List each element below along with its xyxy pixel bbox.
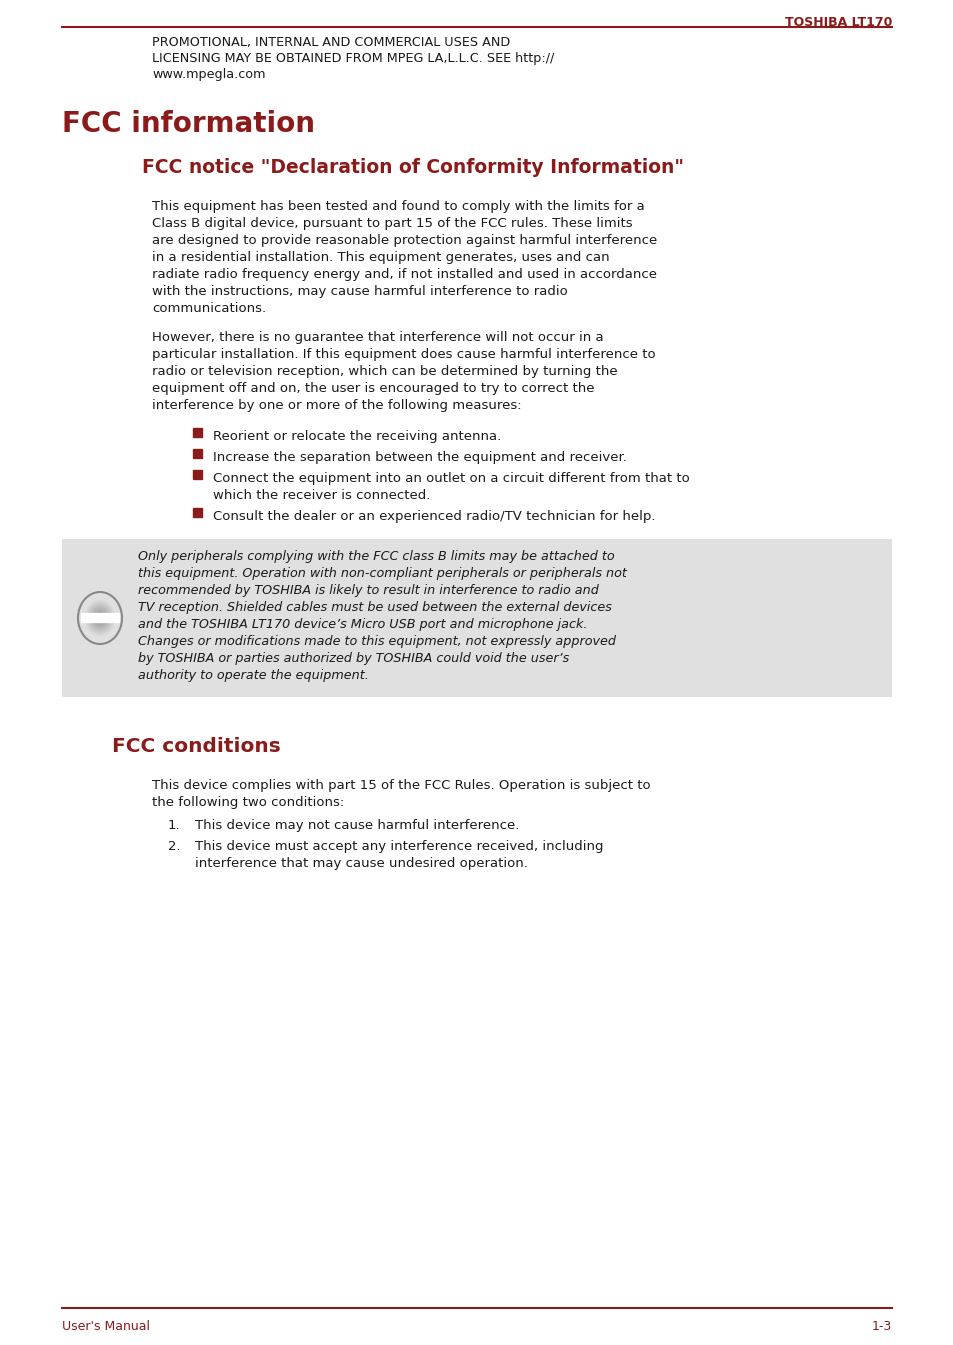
Text: Increase the separation between the equipment and receiver.: Increase the separation between the equi… [213, 451, 626, 464]
Ellipse shape [85, 601, 114, 635]
Ellipse shape [87, 603, 113, 633]
Text: 2.: 2. [168, 841, 180, 853]
Ellipse shape [97, 615, 103, 621]
Text: This equipment has been tested and found to comply with the limits for a: This equipment has been tested and found… [152, 200, 644, 213]
Text: are designed to provide reasonable protection against harmful interference: are designed to provide reasonable prote… [152, 234, 657, 247]
Ellipse shape [84, 599, 116, 638]
Text: www.mpegla.com: www.mpegla.com [152, 69, 265, 81]
Ellipse shape [79, 593, 120, 643]
Text: This device must accept any interference received, including: This device must accept any interference… [194, 841, 603, 853]
Ellipse shape [82, 597, 117, 639]
Text: the following two conditions:: the following two conditions: [152, 796, 344, 808]
Text: However, there is no guarantee that interference will not occur in a: However, there is no guarantee that inte… [152, 331, 603, 344]
Text: radiate radio frequency energy and, if not installed and used in accordance: radiate radio frequency energy and, if n… [152, 268, 657, 281]
Text: FCC information: FCC information [62, 110, 314, 139]
Text: particular installation. If this equipment does cause harmful interference to: particular installation. If this equipme… [152, 348, 655, 360]
Text: in a residential installation. This equipment generates, uses and can: in a residential installation. This equi… [152, 252, 609, 264]
Text: radio or television reception, which can be determined by turning the: radio or television reception, which can… [152, 364, 617, 378]
Text: and the TOSHIBA LT170 device’s Micro USB port and microphone jack.: and the TOSHIBA LT170 device’s Micro USB… [138, 617, 587, 631]
Ellipse shape [78, 592, 122, 644]
Text: PROMOTIONAL, INTERNAL AND COMMERCIAL USES AND: PROMOTIONAL, INTERNAL AND COMMERCIAL USE… [152, 36, 510, 48]
Text: Changes or modifications made to this equipment, not expressly approved: Changes or modifications made to this eq… [138, 635, 616, 648]
Ellipse shape [89, 604, 112, 632]
Text: by TOSHIBA or parties authorized by TOSHIBA could void the user’s: by TOSHIBA or parties authorized by TOSH… [138, 652, 569, 664]
Bar [193, 428, 202, 437]
FancyBboxPatch shape [62, 539, 891, 697]
Text: Class B digital device, pursuant to part 15 of the FCC rules. These limits: Class B digital device, pursuant to part… [152, 217, 632, 230]
Ellipse shape [92, 609, 108, 627]
Text: which the receiver is connected.: which the receiver is connected. [213, 490, 430, 502]
Text: TOSHIBA LT170: TOSHIBA LT170 [783, 16, 891, 30]
Ellipse shape [94, 611, 106, 625]
Ellipse shape [91, 608, 109, 628]
Text: Only peripherals complying with the FCC class B limits may be attached to: Only peripherals complying with the FCC … [138, 550, 614, 564]
Text: authority to operate the equipment.: authority to operate the equipment. [138, 668, 369, 682]
Text: this equipment. Operation with non-compliant peripherals or peripherals not: this equipment. Operation with non-compl… [138, 568, 626, 580]
Text: interference by one or more of the following measures:: interference by one or more of the follo… [152, 399, 521, 412]
Text: Connect the equipment into an outlet on a circuit different from that to: Connect the equipment into an outlet on … [213, 472, 689, 486]
Text: FCC notice "Declaration of Conformity Information": FCC notice "Declaration of Conformity In… [142, 157, 683, 178]
Ellipse shape [98, 616, 101, 620]
Text: interference that may cause undesired operation.: interference that may cause undesired op… [194, 857, 527, 870]
Text: Reorient or relocate the receiving antenna.: Reorient or relocate the receiving anten… [213, 430, 500, 443]
Text: with the instructions, may cause harmful interference to radio: with the instructions, may cause harmful… [152, 285, 567, 299]
Bar [193, 508, 202, 516]
Bar [193, 449, 202, 459]
Bar [81, 613, 119, 621]
Bar [193, 469, 202, 479]
Text: FCC conditions: FCC conditions [112, 737, 280, 756]
Ellipse shape [81, 596, 119, 640]
Text: This device may not cause harmful interference.: This device may not cause harmful interf… [194, 819, 518, 833]
Text: communications.: communications. [152, 303, 266, 315]
Text: TV reception. Shielded cables must be used between the external devices: TV reception. Shielded cables must be us… [138, 601, 611, 615]
Text: 1-3: 1-3 [871, 1319, 891, 1333]
Text: This device complies with part 15 of the FCC Rules. Operation is subject to: This device complies with part 15 of the… [152, 779, 650, 792]
Ellipse shape [90, 605, 111, 631]
Text: 1.: 1. [168, 819, 180, 833]
Text: recommended by TOSHIBA is likely to result in interference to radio and: recommended by TOSHIBA is likely to resu… [138, 584, 598, 597]
Ellipse shape [95, 613, 104, 623]
Text: User's Manual: User's Manual [62, 1319, 150, 1333]
Text: equipment off and on, the user is encouraged to try to correct the: equipment off and on, the user is encour… [152, 382, 594, 395]
Text: LICENSING MAY BE OBTAINED FROM MPEG LA,L.L.C. SEE http://: LICENSING MAY BE OBTAINED FROM MPEG LA,L… [152, 52, 554, 65]
Text: Consult the dealer or an experienced radio/TV technician for help.: Consult the dealer or an experienced rad… [213, 510, 655, 523]
